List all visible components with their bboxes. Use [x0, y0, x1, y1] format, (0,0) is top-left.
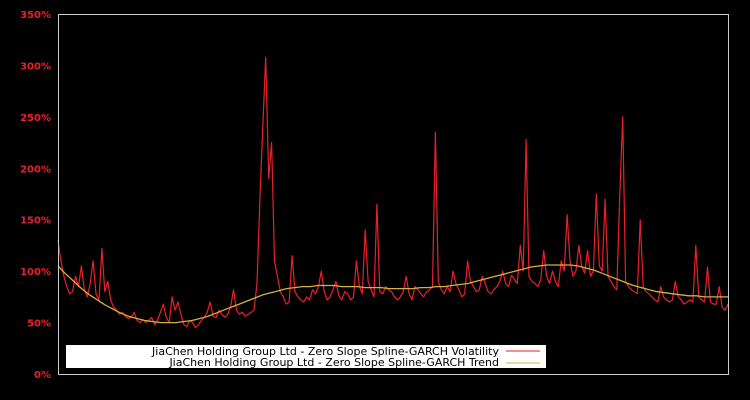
- plot-frame: [58, 14, 729, 375]
- y-tick-label: 0%: [34, 370, 51, 381]
- legend-box: [66, 345, 546, 368]
- volatility-series-line: [57, 56, 729, 329]
- y-tick-label: 100%: [20, 267, 51, 278]
- y-tick-label: 150%: [20, 216, 51, 227]
- legend: JiaChen Holding Group Ltd - Zero Slope S…: [66, 345, 546, 369]
- y-tick-label: 350%: [20, 10, 51, 21]
- trend-series-line: [57, 264, 728, 324]
- y-tick-label: 300%: [20, 61, 51, 72]
- legend-label-volatility: JiaChen Holding Group Ltd - Zero Slope S…: [151, 345, 499, 358]
- y-tick-label: 50%: [27, 319, 51, 330]
- plot-area: [57, 56, 729, 329]
- y-tick-label: 200%: [20, 164, 51, 175]
- legend-label-trend: JiaChen Holding Group Ltd - Zero Slope S…: [168, 356, 499, 369]
- y-axis-ticks: 0% 50% 100% 150% 200% 250% 300% 350%: [20, 10, 51, 381]
- y-tick-label: 250%: [20, 113, 51, 124]
